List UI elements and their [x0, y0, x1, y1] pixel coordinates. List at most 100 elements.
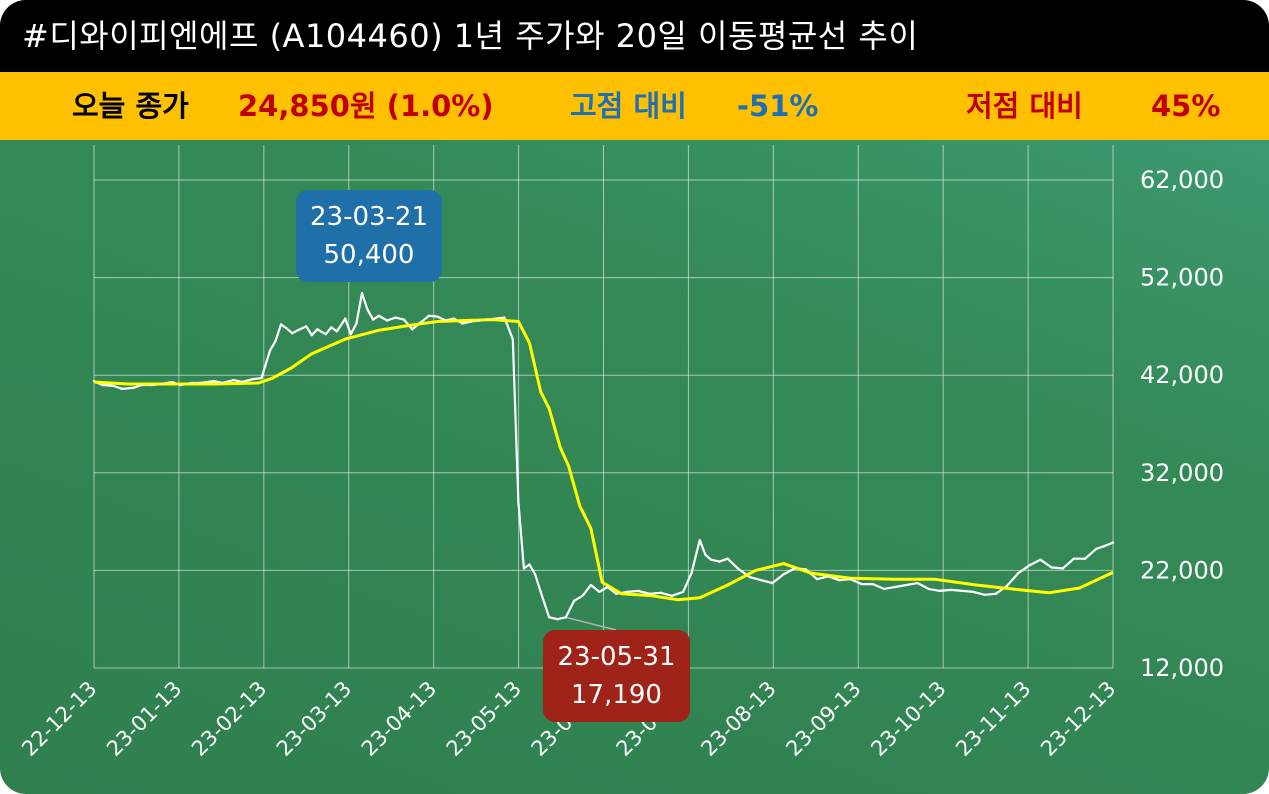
price-point: [1016, 572, 1020, 575]
price-point: [709, 558, 713, 561]
y-tick-label: 32,000: [1140, 459, 1224, 487]
price-point: [304, 325, 308, 328]
price-series-line: [93, 292, 1114, 621]
price-point: [452, 317, 456, 320]
price-point: [344, 317, 347, 320]
price-point: [377, 314, 380, 317]
price-point: [198, 381, 202, 385]
price-point: [494, 317, 498, 320]
price-point: [533, 573, 537, 576]
low-compare-label: 저점 대비: [966, 89, 1083, 123]
price-point: [285, 327, 288, 330]
price-point: [894, 585, 897, 589]
price-point: [539, 590, 542, 594]
price-point: [522, 567, 526, 570]
price-point: [511, 337, 514, 341]
price-point: [279, 323, 283, 326]
price-point: [355, 322, 358, 325]
price-point: [972, 590, 975, 594]
price-point: [101, 383, 104, 387]
price-point: [427, 314, 431, 317]
x-tick-label: 23-12-13: [1036, 677, 1120, 761]
price-point: [547, 616, 551, 619]
x-tick-label: 22-12-13: [17, 677, 101, 761]
high-callout-date: 23-03-21: [309, 202, 428, 232]
ma20-series-line: [93, 318, 1114, 602]
price-point: [170, 380, 174, 384]
price-point: [517, 500, 520, 504]
high-callout: 23-03-21 50,400: [296, 190, 442, 282]
price-point: [324, 333, 327, 336]
price-point: [927, 587, 930, 591]
price-point: [385, 319, 389, 322]
high-callout-value: 50,400: [323, 240, 415, 270]
price-point: [461, 322, 464, 325]
price-point: [804, 568, 808, 571]
price-point: [572, 599, 576, 602]
price-point: [659, 591, 662, 595]
price-point: [371, 318, 375, 321]
price-point: [360, 292, 364, 295]
price-point: [718, 560, 721, 563]
price-point: [838, 578, 841, 582]
low-callout: 23-05-31 17,190: [543, 630, 690, 722]
price-point: [598, 590, 601, 594]
price-point: [330, 326, 333, 329]
price-point: [581, 594, 584, 597]
y-tick-label: 62,000: [1140, 166, 1224, 194]
price-point: [670, 594, 674, 597]
price-point: [151, 383, 154, 387]
y-tick-label: 22,000: [1140, 556, 1224, 584]
price-point: [190, 381, 193, 385]
price-point: [1083, 557, 1087, 560]
price-point: [994, 592, 997, 596]
price-point: [159, 382, 163, 386]
price-point: [849, 577, 852, 581]
price-point: [564, 616, 568, 619]
price-point: [179, 383, 182, 387]
price-point: [251, 377, 255, 381]
x-tick-label: 23-10-13: [866, 677, 950, 761]
price-point: [131, 386, 135, 390]
price-point: [648, 592, 651, 596]
summary-bar: 오늘 종가 24,850원 (1.0%) 고점 대비 -51% 저점 대비 45…: [0, 72, 1269, 140]
high-compare-value: -51%: [737, 89, 819, 123]
x-tick-label: 23-11-13: [951, 677, 1035, 761]
low-callout-date: 23-05-31: [557, 642, 676, 672]
price-point: [503, 316, 506, 319]
y-tick-label: 52,000: [1140, 264, 1224, 292]
price-point: [419, 321, 422, 324]
high-compare-label: 고점 대비: [570, 89, 687, 123]
price-point: [1028, 564, 1031, 567]
price-point: [961, 589, 964, 593]
price-point: [905, 583, 908, 587]
x-tick-label: 23-05-13: [442, 677, 526, 761]
price-point: [335, 330, 339, 333]
price-point: [815, 577, 819, 581]
price-point: [486, 318, 489, 321]
today-close-value: 24,850원 (1.0%): [238, 89, 494, 123]
price-point: [793, 567, 796, 570]
price-point: [212, 379, 216, 383]
price-point: [469, 320, 473, 323]
price-point: [232, 378, 235, 382]
price-point: [771, 581, 774, 585]
price-point: [240, 380, 244, 384]
price-point: [827, 575, 830, 578]
y-tick-label: 12,000: [1140, 654, 1224, 682]
price-point: [444, 319, 447, 322]
price-point: [394, 316, 397, 319]
price-point: [1072, 557, 1076, 560]
price-point: [681, 590, 685, 594]
price-point: [1103, 544, 1106, 548]
price-point: [478, 319, 481, 322]
price-point: [614, 592, 618, 596]
price-point: [606, 585, 609, 589]
price-point: [916, 581, 919, 585]
x-tick-label: 23-08-13: [696, 677, 780, 761]
price-point: [589, 583, 593, 587]
price-point: [726, 557, 729, 560]
price-point: [310, 333, 313, 337]
chart-title: #디와이피엔에프 (A104460) 1년 주가와 20일 이동평균선 추이: [0, 0, 1269, 72]
